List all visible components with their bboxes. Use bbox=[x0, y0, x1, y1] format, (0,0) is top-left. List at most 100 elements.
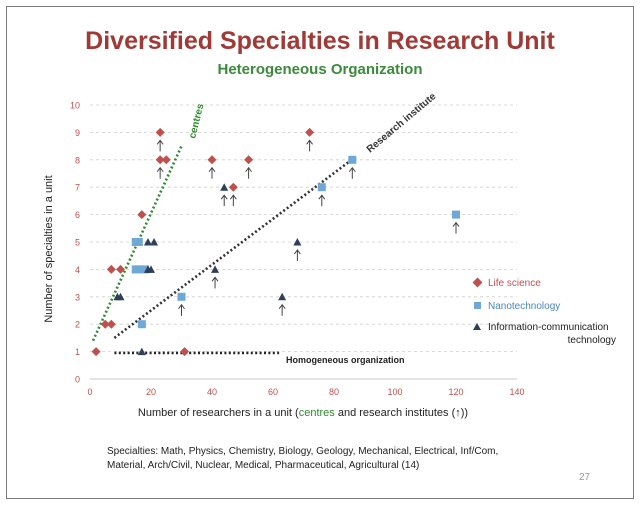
arrow-marker-5 bbox=[245, 166, 252, 179]
point-triangle-2-6 bbox=[147, 265, 155, 273]
research-institute-trend-label: Research institute bbox=[365, 91, 439, 155]
y-tick-label-4: 4 bbox=[75, 265, 80, 275]
point-square-1-4 bbox=[140, 265, 149, 274]
y-tick-label-5: 5 bbox=[75, 238, 80, 248]
y-axis-label: Number of specialties in a unit bbox=[43, 175, 55, 322]
y-tick-label-8: 8 bbox=[75, 155, 80, 165]
x-tick-label-60: 60 bbox=[268, 387, 278, 397]
x-label-part-2: and research institutes ( bbox=[335, 407, 456, 419]
legend-item-ict: Information-communication technology bbox=[473, 322, 616, 346]
slide: Diversified Specialties in Research Unit… bbox=[6, 6, 634, 499]
y-tick-label-7: 7 bbox=[75, 183, 80, 193]
arrow-marker-9 bbox=[452, 221, 460, 234]
arrow-marker-3 bbox=[220, 194, 228, 207]
trend-line-1 bbox=[113, 156, 357, 339]
x-tick-label-140: 140 bbox=[509, 387, 524, 397]
arrow-marker-7 bbox=[318, 194, 326, 207]
arrow-marker-12 bbox=[278, 303, 286, 316]
footnote: Specialties: Math, Physics, Chemistry, B… bbox=[107, 445, 567, 473]
point-triangle-2-2 bbox=[137, 347, 146, 356]
point-diamond-0-0 bbox=[91, 347, 101, 357]
slide-title: Diversified Specialties in Research Unit bbox=[85, 27, 555, 55]
y-tick-label-3: 3 bbox=[75, 292, 80, 302]
y-tick-label-9: 9 bbox=[75, 128, 80, 138]
x-label-centres: centres bbox=[299, 407, 336, 419]
x-axis-label: Number of researchers in a unit (centres… bbox=[138, 407, 468, 419]
point-square-1-1 bbox=[134, 238, 143, 246]
point-diamond-0-3 bbox=[106, 264, 116, 274]
scatter-chart: 0 1 2 3 4 5 6 7 8 9 10 0 20 40 60 80 100 120 140 Number o… bbox=[43, 91, 616, 419]
footnote-line-1: Specialties: Math, Physics, Chemistry, B… bbox=[107, 446, 499, 457]
point-diamond-0-5 bbox=[137, 210, 147, 220]
arrow-marker-8 bbox=[348, 166, 356, 179]
x-tick-label-40: 40 bbox=[207, 387, 217, 397]
arrow-marker-1 bbox=[156, 166, 164, 179]
grid-lines bbox=[90, 104, 517, 353]
data-points bbox=[91, 127, 460, 357]
trend-lines bbox=[91, 145, 357, 355]
arrow-marker-6 bbox=[306, 139, 313, 152]
x-tick-label-20: 20 bbox=[146, 387, 156, 397]
point-diamond-0-11 bbox=[228, 182, 238, 192]
x-tick-labels: 0 20 40 60 80 100 120 140 bbox=[87, 387, 524, 397]
slide-subtitle: Heterogeneous Organization bbox=[217, 61, 423, 78]
legend-item-life-science: Life science bbox=[472, 277, 541, 289]
arrow-marker-11 bbox=[211, 276, 219, 289]
point-diamond-0-7 bbox=[161, 155, 171, 165]
y-tick-label-2: 2 bbox=[75, 320, 80, 330]
legend-label-ict-line2: technology bbox=[568, 335, 616, 346]
arrow-marker-4 bbox=[229, 194, 237, 207]
point-diamond-0-4 bbox=[116, 264, 125, 274]
point-square-1-5 bbox=[137, 320, 146, 329]
arrow-marker-2 bbox=[208, 166, 216, 179]
page-number: 27 bbox=[579, 472, 591, 483]
point-triangle-2-8 bbox=[220, 183, 229, 191]
point-triangle-2-3 bbox=[143, 238, 152, 246]
point-diamond-0-13 bbox=[305, 127, 315, 137]
legend-marker-triangle bbox=[473, 323, 481, 330]
x-tick-label-100: 100 bbox=[387, 387, 402, 397]
arrow-marker-10 bbox=[178, 303, 185, 316]
y-tick-label-10: 10 bbox=[70, 101, 80, 111]
y-tick-label-1: 1 bbox=[75, 347, 80, 357]
x-label-arrow: ↑ bbox=[455, 407, 461, 419]
arrow-markers bbox=[156, 139, 460, 316]
point-diamond-0-8 bbox=[155, 127, 165, 137]
point-square-1-9 bbox=[452, 210, 460, 219]
centres-trend-label: centres bbox=[187, 102, 206, 140]
arrow-marker-0 bbox=[156, 139, 164, 152]
point-square-1-7 bbox=[317, 183, 326, 192]
footnote-line-2: Material, Arch/Civil, Nuclear, Medical, … bbox=[107, 460, 420, 471]
legend-marker-diamond bbox=[472, 277, 483, 288]
y-tick-label-0: 0 bbox=[75, 375, 80, 385]
x-label-part-3: )) bbox=[461, 407, 468, 419]
legend-item-nanotechnology: Nanotechnology bbox=[474, 301, 560, 312]
point-square-1-8 bbox=[348, 155, 357, 164]
point-triangle-2-1 bbox=[116, 292, 125, 301]
legend-label-ict-line1: Information-communication bbox=[488, 322, 609, 333]
legend-marker-square bbox=[474, 302, 481, 309]
point-diamond-0-10 bbox=[207, 155, 217, 165]
legend-label-nanotechnology: Nanotechnology bbox=[488, 301, 560, 312]
x-tick-label-0: 0 bbox=[87, 387, 92, 397]
y-tick-labels: 0 1 2 3 4 5 6 7 8 9 10 bbox=[70, 101, 80, 385]
point-diamond-0-9 bbox=[180, 347, 190, 357]
point-triangle-2-4 bbox=[150, 238, 159, 246]
point-triangle-2-7 bbox=[211, 265, 220, 273]
point-diamond-0-12 bbox=[244, 155, 254, 165]
x-label-part-1: Number of researchers in a unit ( bbox=[138, 407, 299, 419]
x-tick-label-80: 80 bbox=[329, 387, 339, 397]
point-triangle-2-10 bbox=[293, 238, 302, 246]
legend-label-life-science: Life science bbox=[488, 278, 541, 289]
point-square-1-6 bbox=[177, 292, 186, 301]
point-triangle-2-9 bbox=[278, 292, 287, 301]
point-square-1-3 bbox=[134, 265, 143, 274]
homogeneous-trend-label: Homogeneous organization bbox=[286, 355, 405, 365]
point-diamond-0-1 bbox=[100, 319, 110, 329]
arrow-marker-13 bbox=[294, 249, 301, 261]
y-tick-label-6: 6 bbox=[75, 210, 80, 220]
legend: Life science Nanotechnology Information-… bbox=[472, 277, 616, 346]
x-tick-label-120: 120 bbox=[448, 387, 463, 397]
point-diamond-0-6 bbox=[155, 155, 165, 165]
point-diamond-0-2 bbox=[106, 319, 116, 329]
